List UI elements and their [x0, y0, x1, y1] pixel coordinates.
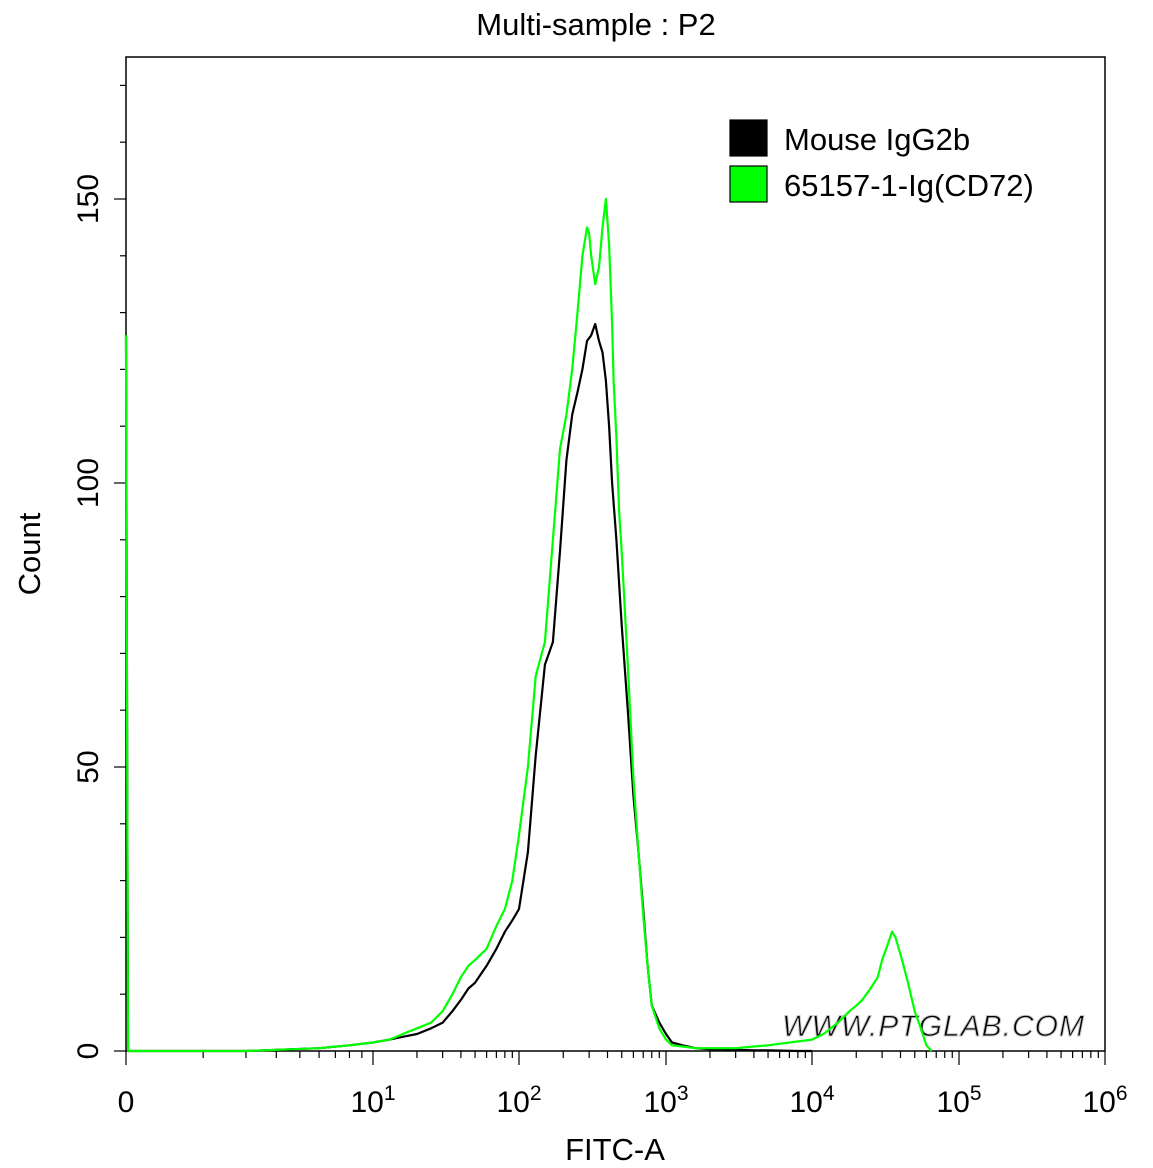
series-line-cd72	[124, 197, 933, 1053]
y-tick-label: 0	[72, 1043, 105, 1060]
series-line-isotype	[124, 322, 812, 1053]
legend-label: 65157-1-Ig(CD72)	[784, 168, 1034, 203]
x-tick-label: 104	[789, 1082, 834, 1119]
y-tick-label: 150	[72, 174, 105, 224]
x-tick-label: 103	[643, 1082, 688, 1119]
legend-swatch	[729, 119, 768, 157]
x-axis-label: FITC-A	[565, 1132, 665, 1167]
legend-label: Mouse IgG2b	[784, 122, 970, 157]
plot-area-frame	[125, 56, 1106, 1052]
x-tick-label: 105	[936, 1082, 981, 1119]
legend-swatch	[729, 165, 768, 203]
x-tick-label: 106	[1082, 1082, 1127, 1119]
y-tick-label: 100	[72, 458, 105, 508]
x-tick-label: 102	[496, 1082, 541, 1119]
chart-title: Multi-sample : P2	[476, 7, 715, 42]
x-tick-label: 0	[118, 1086, 135, 1119]
x-tick-label: 101	[350, 1082, 395, 1119]
watermark: WWW.PTGLAB.COM	[782, 1010, 1085, 1043]
y-tick-label: 50	[72, 750, 105, 783]
y-axis-label: Count	[12, 512, 47, 595]
